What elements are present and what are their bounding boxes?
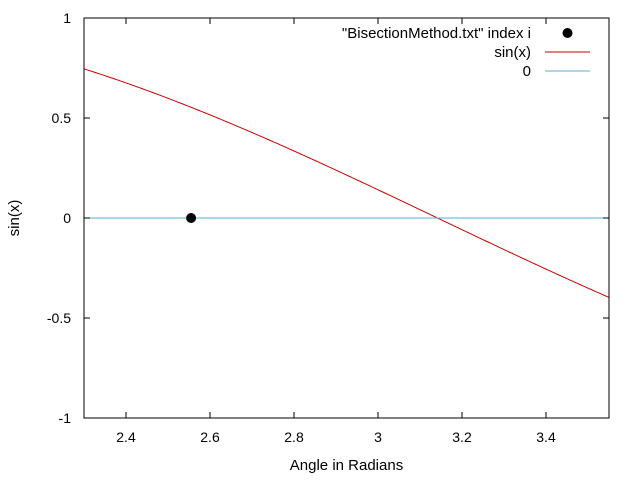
y-tick-label: 1 [63,10,71,26]
y-axis-ticks: -1 -0.5 0 0.5 1 [47,10,609,426]
x-tick-label: 2.6 [200,429,220,445]
plot-curves [84,68,609,298]
x-tick-label: 3.4 [536,429,556,445]
y-axis-title: sin(x) [6,200,23,237]
x-tick-label: 3 [374,429,382,445]
y-tick-label: -1 [59,410,72,426]
legend-label: sin(x) [494,44,531,61]
legend: "BisectionMethod.txt" index i sin(x) 0 [342,25,590,80]
series-sin-line [84,68,609,298]
y-tick-label: -0.5 [47,310,71,326]
y-tick-label: 0.5 [52,110,72,126]
y-tick-label: 0 [63,210,71,226]
x-axis-title: Angle in Radians [290,457,403,474]
legend-label: 0 [523,63,531,80]
x-tick-label: 3.2 [452,429,472,445]
x-tick-label: 2.8 [284,429,304,445]
legend-label: "BisectionMethod.txt" index i [342,25,531,42]
x-tick-label: 2.4 [116,429,136,445]
data-point [186,213,197,223]
x-axis-ticks: 2.4 2.6 2.8 3 3.2 3.4 [116,18,556,445]
legend-sample-point [562,28,573,38]
